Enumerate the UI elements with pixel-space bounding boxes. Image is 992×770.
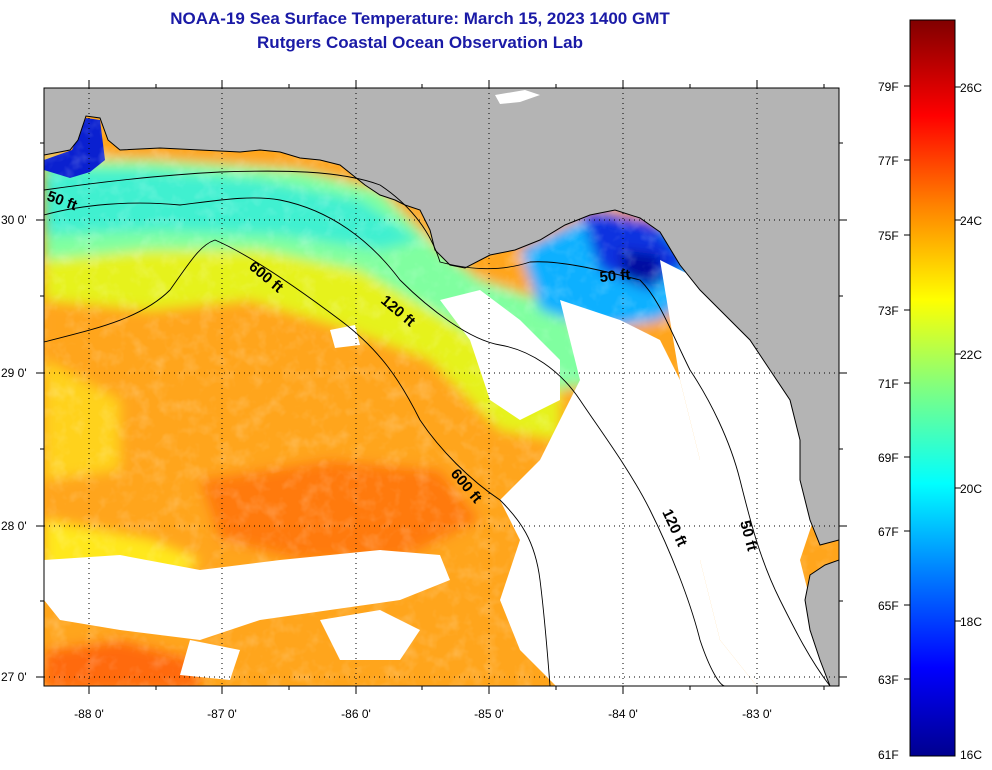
colorbar-f-71: 71F [878,377,899,391]
land-cloud-patch [495,90,540,104]
bathymetry-contours [44,170,831,686]
lon-label-84: -84 0' [608,707,638,721]
colorbar-c-20: 20C [960,482,982,496]
colorbar-c-16: 16C [960,748,982,762]
colorbar-f-73: 73F [878,304,899,318]
colorbar-f-67: 67F [878,525,899,539]
colorbar-gradient [909,19,956,757]
colorbar-f-79: 79F [878,80,899,94]
lon-label-88: -88 0' [74,707,104,721]
lon-label-83: -83 0' [742,707,772,721]
land-mass [44,88,839,546]
colorbar-c-22: 22C [960,348,982,362]
colorbar-ticks [904,85,961,680]
map-frame [43,87,840,687]
colorbar-f-63: 63F [878,673,899,687]
map-area: 50 ft 600 ft 120 ft 50 ft 600 ft 120 ft … [44,88,839,686]
lon-label-87: -87 0' [207,707,237,721]
colorbar-c-24: 24C [960,214,982,228]
colorbar-c-18: 18C [960,615,982,629]
lat-label-27: 27 0' [1,670,27,684]
frame-ticks [36,80,847,694]
colorbar-f-65: 65F [878,599,899,613]
lon-label-85: -85 0' [474,707,504,721]
contour-label-50ft-bigbend: 50 ft [599,266,631,286]
colorbar-c-26: 26C [960,81,982,95]
colorbar-f-61: 61F [878,748,899,762]
land-peninsula [804,559,839,686]
lat-label-30: 30 0' [1,213,27,227]
lat-label-29: 29 0' [1,366,27,380]
map-title: NOAA-19 Sea Surface Temperature: March 1… [170,9,670,28]
lat-label-28: 28 0' [1,519,27,533]
colorbar-f-69: 69F [878,451,899,465]
lon-label-86: -86 0' [341,707,371,721]
map-subtitle: Rutgers Coastal Ocean Observation Lab [257,33,583,52]
colorbar-f-75: 75F [878,229,899,243]
colorbar-f-77: 77F [878,154,899,168]
